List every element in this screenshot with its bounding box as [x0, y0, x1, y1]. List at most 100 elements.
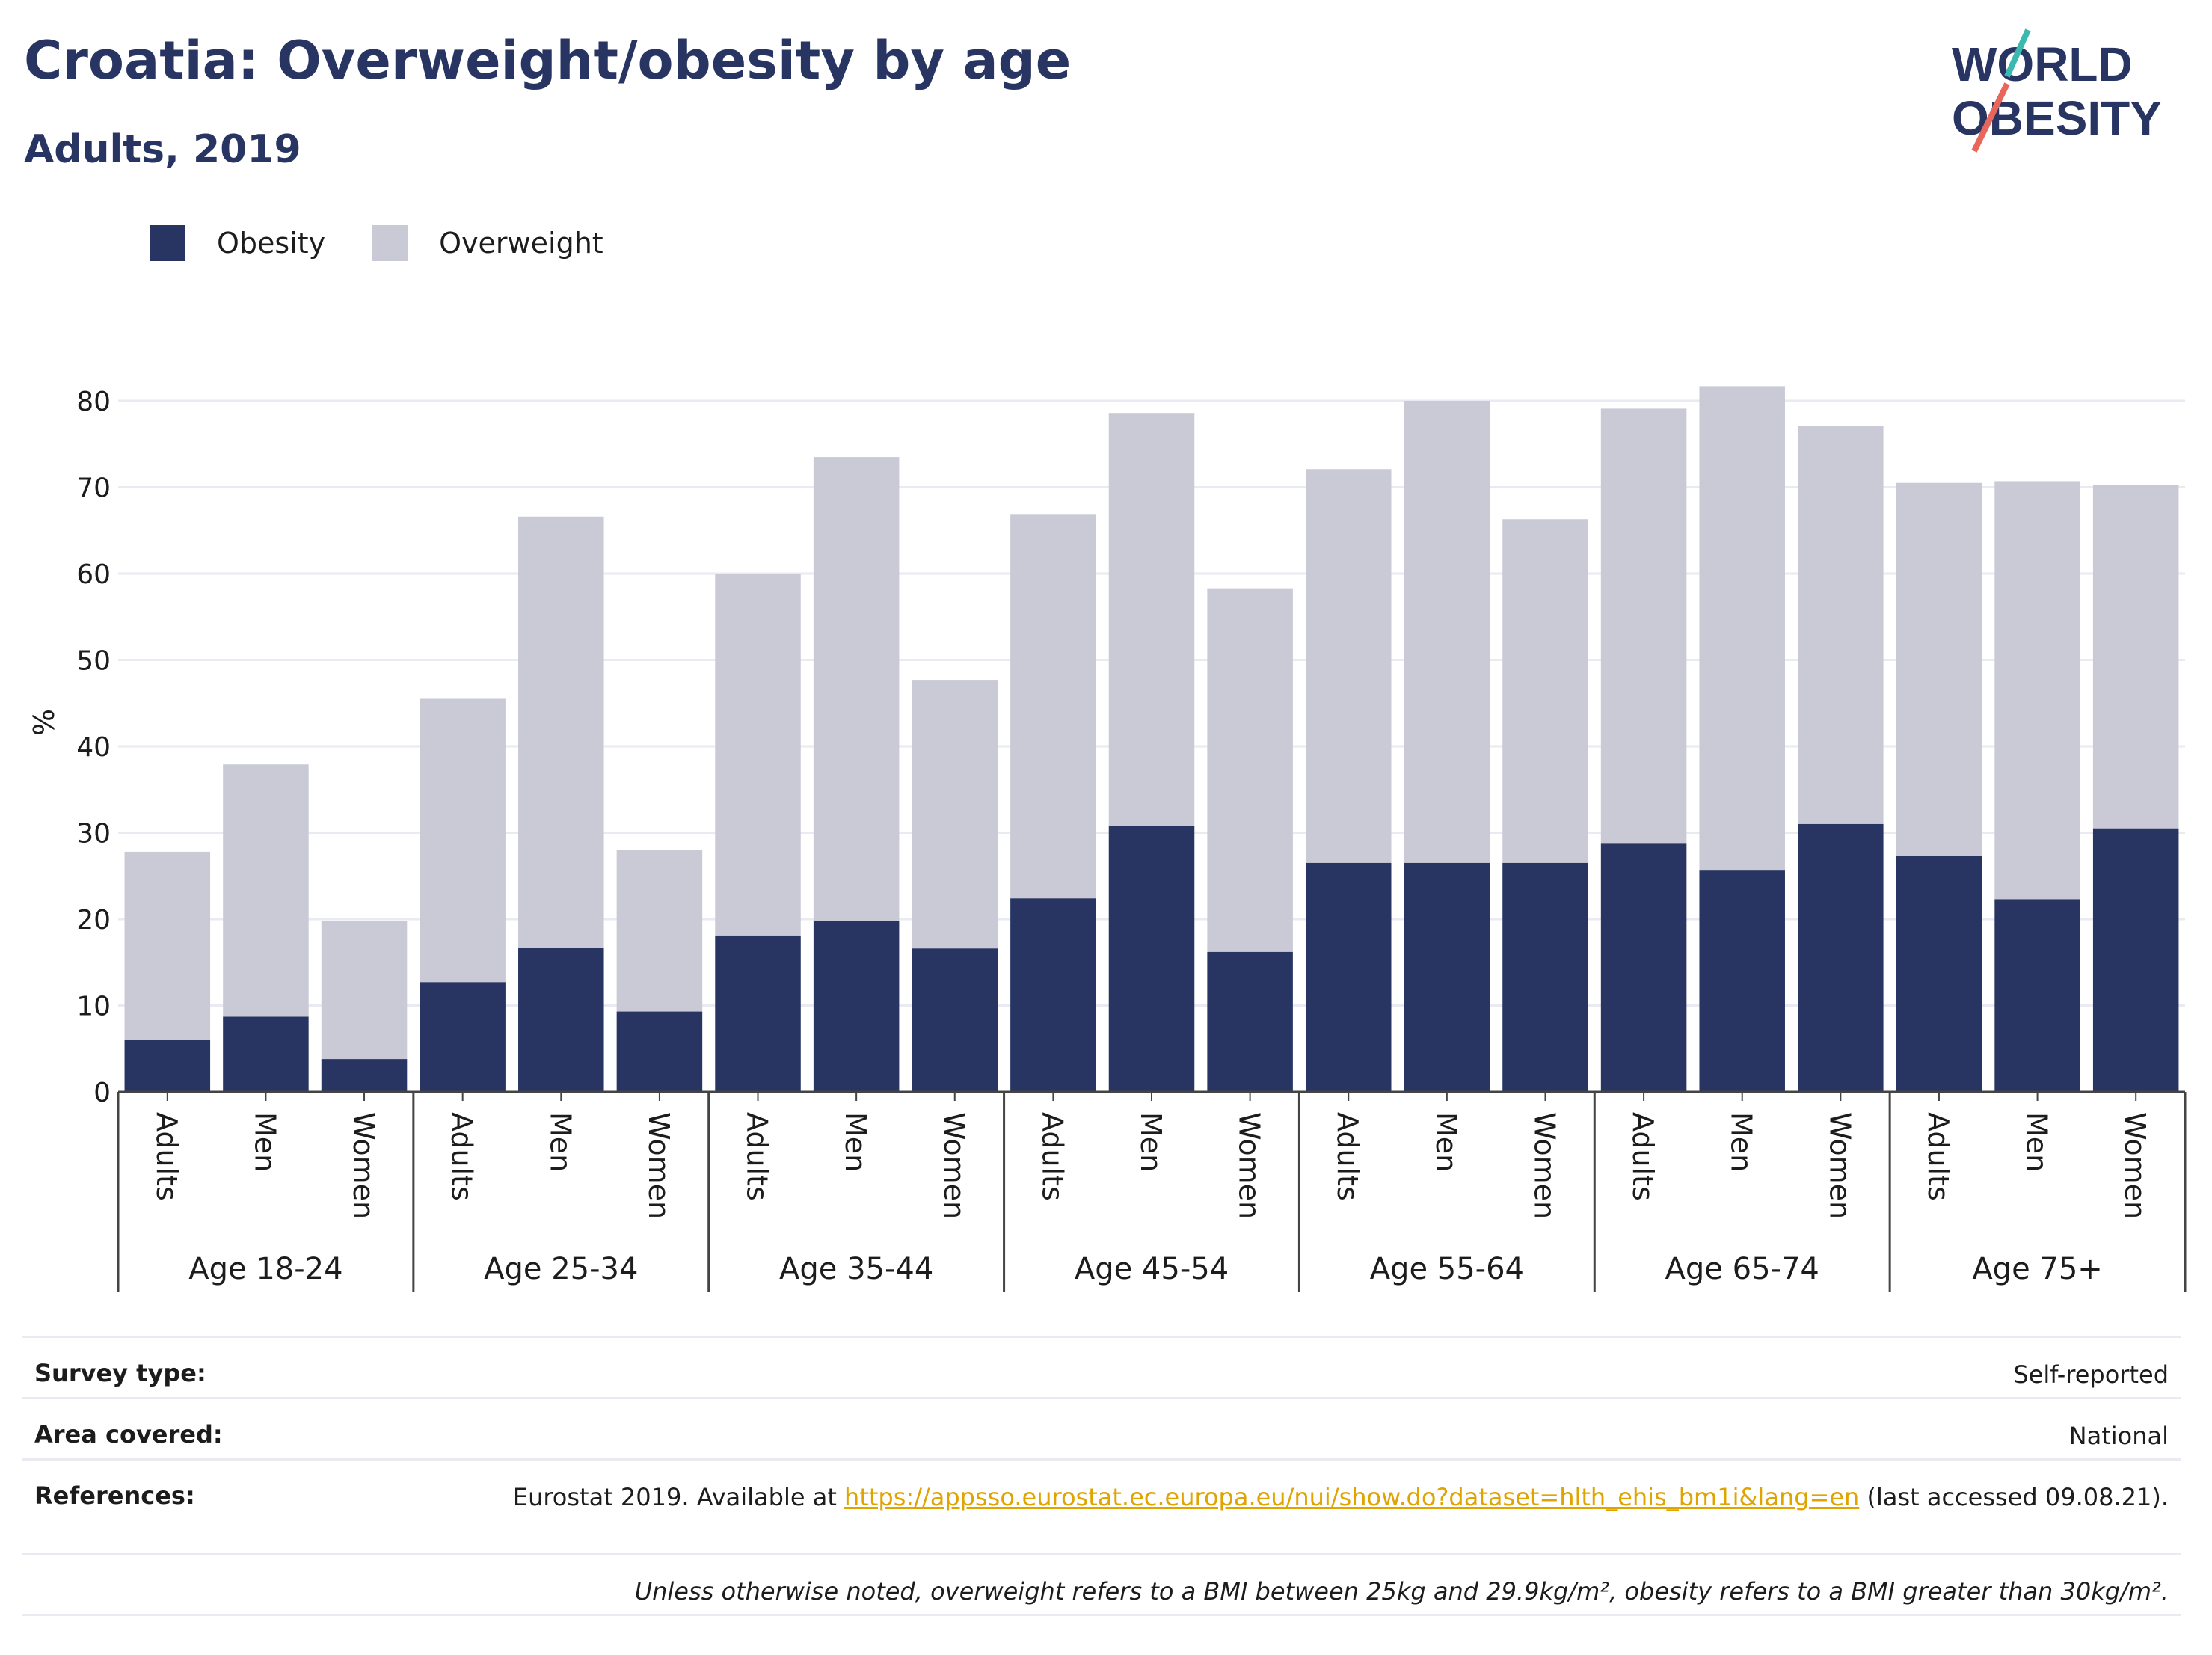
x-tick-label: Women: [1233, 1112, 1266, 1219]
bar-overweight[interactable]: [813, 457, 900, 921]
logo-line1: WORLD: [1952, 37, 2133, 91]
legend-label-overweight: Overweight: [439, 227, 603, 260]
bar-overweight[interactable]: [1798, 426, 1884, 824]
legend-swatch-obesity: [150, 225, 185, 261]
bar-overweight[interactable]: [1010, 514, 1096, 899]
area-covered-label: Area covered:: [34, 1420, 223, 1449]
x-tick-label: Men: [2021, 1112, 2053, 1172]
legend-label-obesity: Obesity: [217, 227, 326, 260]
bar-overweight[interactable]: [2092, 485, 2179, 829]
legend-swatch-overweight: [372, 225, 408, 261]
bar-obesity[interactable]: [1108, 826, 1195, 1092]
bar-obesity[interactable]: [1600, 843, 1687, 1092]
bar-obesity[interactable]: [321, 1059, 408, 1092]
y-axis-label: %: [28, 709, 61, 736]
legend-item-overweight[interactable]: Overweight: [372, 225, 603, 261]
y-axis: 0 10 20 30 40 50 60 70 80: [76, 387, 111, 1108]
bar-obesity[interactable]: [1699, 870, 1785, 1092]
bmi-note: Unless otherwise noted, overweight refer…: [634, 1577, 2169, 1606]
bar-overweight[interactable]: [124, 851, 211, 1040]
y-tick-label: 40: [76, 732, 111, 763]
bar-obesity[interactable]: [1010, 898, 1096, 1092]
x-tick-label: Men: [1134, 1112, 1167, 1172]
chart-subtitle: Adults, 2019: [24, 127, 301, 172]
bar-overweight[interactable]: [1699, 386, 1785, 871]
bar-obesity[interactable]: [2092, 828, 2179, 1092]
x-tick-label: Adults: [1331, 1112, 1364, 1201]
bar-overweight[interactable]: [321, 921, 408, 1060]
info-row-note: Unless otherwise noted, overweight refer…: [22, 1553, 2181, 1614]
bar-obesity[interactable]: [813, 921, 900, 1092]
group-label: Age 18-24: [188, 1252, 342, 1286]
bar-obesity[interactable]: [1994, 899, 2080, 1092]
bar-obesity[interactable]: [124, 1040, 211, 1092]
x-tick-label: Men: [1725, 1112, 1758, 1172]
bar-obesity[interactable]: [518, 948, 604, 1092]
info-table-bottom-border: [22, 1614, 2181, 1616]
y-tick-label: 10: [76, 992, 111, 1022]
y-tick-label: 70: [76, 473, 111, 504]
references-label: References:: [34, 1481, 195, 1510]
x-tick-label: Women: [642, 1112, 675, 1219]
references-prefix: Eurostat 2019. Available at: [512, 1483, 845, 1511]
info-row-area-covered: Area covered: National: [22, 1397, 2181, 1458]
references-value: Eurostat 2019. Available at https://apps…: [513, 1481, 2169, 1513]
stacked-bar-chart: 0 10 20 30 40 50 60 70 80 Adults Men Women Adults Me…: [28, 386, 2187, 1292]
x-tick-label: Adults: [1626, 1112, 1659, 1201]
x-tick-label: Women: [2119, 1112, 2151, 1219]
bar-overweight[interactable]: [912, 680, 998, 949]
survey-type-label: Survey type:: [34, 1359, 206, 1387]
x-tick-label: Women: [347, 1112, 380, 1219]
info-row-survey-type: Survey type: Self-reported: [22, 1336, 2181, 1397]
logo-slash-red: [1971, 82, 2010, 153]
bar-overweight[interactable]: [1108, 413, 1195, 826]
bar-overweight[interactable]: [1404, 401, 1490, 863]
logo-line2: OBESITY: [1952, 91, 2162, 145]
bar-obesity[interactable]: [616, 1011, 703, 1092]
bar-overweight[interactable]: [518, 516, 604, 948]
bar-obesity[interactable]: [223, 1016, 309, 1092]
bar-overweight[interactable]: [616, 850, 703, 1012]
bar-overweight[interactable]: [420, 698, 506, 983]
bar-overweight[interactable]: [1207, 588, 1293, 952]
bar-obesity[interactable]: [1502, 862, 1588, 1092]
bar-obesity[interactable]: [1896, 856, 1982, 1092]
legend-item-obesity[interactable]: Obesity: [150, 225, 325, 261]
bar-obesity[interactable]: [420, 982, 506, 1092]
bar-obesity[interactable]: [1798, 823, 1884, 1092]
x-axis: Adults Men Women Adults Men Women Adults Men Wom…: [117, 1090, 2187, 1292]
info-row-references: References: Eurostat 2019. Available at …: [22, 1458, 2181, 1553]
chart-title: Croatia: Overweight/obesity by age: [24, 30, 1072, 91]
bar-overweight[interactable]: [715, 574, 801, 936]
bar-overweight[interactable]: [223, 764, 309, 1017]
x-tick-label: Adults: [150, 1112, 183, 1201]
x-tick-label: Men: [1430, 1112, 1463, 1172]
bar-overweight[interactable]: [1305, 469, 1392, 863]
x-tick-label: Adults: [446, 1112, 479, 1201]
x-tick-label: Men: [839, 1112, 872, 1172]
y-tick-label: 20: [76, 905, 111, 936]
group-label: Age 55-64: [1370, 1252, 1524, 1286]
x-tick-label: Adults: [741, 1112, 774, 1201]
bar-obesity[interactable]: [1404, 862, 1490, 1092]
x-tick-label: Adults: [1036, 1112, 1069, 1201]
group-label: Age 45-54: [1075, 1252, 1229, 1286]
x-tick-label: Women: [938, 1112, 971, 1219]
group-label: Age 25-34: [484, 1252, 638, 1286]
survey-type-value: Self-reported: [2013, 1360, 2169, 1389]
bar-overweight[interactable]: [1994, 481, 2080, 900]
bar-obesity[interactable]: [1305, 862, 1392, 1092]
bar-overweight[interactable]: [1600, 408, 1687, 844]
y-tick-label: 30: [76, 819, 111, 850]
group-label: Age 75+: [1972, 1252, 2103, 1286]
bars: [124, 386, 2179, 1092]
y-tick-label: 80: [76, 387, 111, 417]
bar-obesity[interactable]: [912, 948, 998, 1092]
references-link[interactable]: https://appsso.eurostat.ec.europa.eu/nui…: [844, 1483, 1860, 1511]
y-tick-label: 60: [76, 559, 111, 590]
bar-obesity[interactable]: [1207, 951, 1293, 1092]
bar-overweight[interactable]: [1896, 482, 1982, 856]
y-tick-label: 50: [76, 646, 111, 677]
bar-overweight[interactable]: [1502, 519, 1588, 863]
bar-obesity[interactable]: [715, 935, 801, 1092]
